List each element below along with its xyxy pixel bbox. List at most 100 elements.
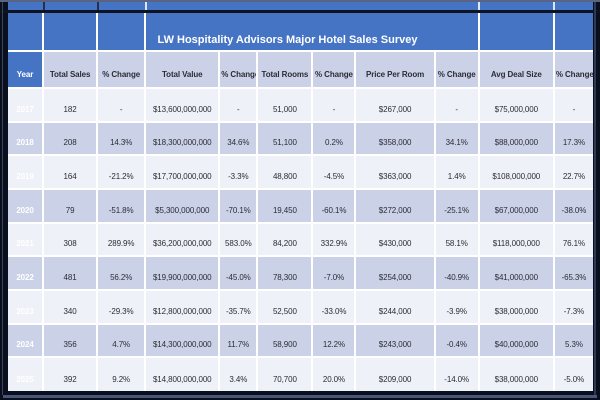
data-cell: -5.0% <box>553 357 593 391</box>
data-cell: 208 <box>43 121 99 157</box>
data-cell: - <box>434 88 480 123</box>
data-cell: 22.7% <box>553 155 593 190</box>
data-cell: $40,000,000 <box>478 323 555 359</box>
data-cell: -33.0% <box>312 289 357 325</box>
data-cell: 48,800 <box>257 155 314 190</box>
data-cell: 34.6% <box>219 121 259 157</box>
data-cell: 340 <box>43 289 99 325</box>
data-cell: 76.1% <box>553 222 593 258</box>
data-cell: -51.8% <box>97 188 147 224</box>
data-cell: - <box>97 88 147 123</box>
data-cell: $19,900,000,000 <box>145 256 221 291</box>
data-cell: 481 <box>43 256 99 291</box>
year-cell: 2019 <box>8 155 45 190</box>
data-cell: -70.1% <box>219 188 259 224</box>
data-cell: $88,000,000 <box>478 121 555 157</box>
frame-pane-band <box>0 10 600 13</box>
title-row: LW Hospitality Advisors Major Hotel Sale… <box>8 13 593 52</box>
frame-right-line <box>594 2 596 395</box>
title-row-spacer <box>97 13 147 52</box>
year-column-header: Year <box>8 51 45 89</box>
table-row: 2023 340 -29.3% $12,800,000,000 -35.7% 52,500… <box>8 289 593 325</box>
data-cell: 182 <box>43 88 99 123</box>
data-cell: -38.0% <box>553 188 593 224</box>
data-cell: $118,000,000 <box>478 222 555 258</box>
frame-bottom-strip <box>3 395 597 398</box>
table-row: 2022 481 56.2% $19,900,000,000 -45.0% 78,300-… <box>8 256 593 291</box>
column-header: Total Sales <box>43 51 99 89</box>
title-row-spacer <box>8 13 45 52</box>
data-cell: 3.4% <box>219 357 259 391</box>
data-cell: 583.0% <box>219 222 259 258</box>
data-cell: 56.2% <box>97 256 147 291</box>
data-cell: 79 <box>43 188 99 224</box>
data-cell: -29.3% <box>97 289 147 325</box>
column-header: % Change <box>97 51 147 89</box>
data-cell: $108,000,000 <box>478 155 555 190</box>
data-cell: 164 <box>43 155 99 190</box>
column-header: Total Value <box>145 51 221 89</box>
column-header: % Change <box>312 51 357 89</box>
column-header: Price Per Room <box>355 51 436 89</box>
data-cell: $5,300,000,000 <box>145 188 221 224</box>
cropped-row-sliver <box>8 2 593 10</box>
table-row: 2017 182- $13,600,000,000-51,000- $267,000-… <box>8 88 593 123</box>
data-cell: - <box>219 88 259 123</box>
data-cell: $67,000,000 <box>478 188 555 224</box>
column-header-row: Year Total Sales% Change Total Value% Chan… <box>8 51 593 89</box>
year-cell: 2022 <box>8 256 45 291</box>
table-row: 2025 392 9.2% $14,800,000,000 3.4% 70,700 20.0… <box>8 357 593 391</box>
table-row: 2018 208 14.3% $18,300,000,000 34.6% 51,100 0.… <box>8 121 593 157</box>
year-cell: 2023 <box>8 289 45 325</box>
data-cell: $38,000,000 <box>478 289 555 325</box>
data-cell: 34.1% <box>434 121 480 157</box>
data-cell: -25.1% <box>434 188 480 224</box>
data-cell: -40.9% <box>434 256 480 291</box>
data-cell: -14.0% <box>434 357 480 391</box>
column-header: Total Rooms <box>257 51 314 89</box>
data-cell: $18,300,000,000 <box>145 121 221 157</box>
title-row-spacer <box>553 13 593 52</box>
data-cell: 9.2% <box>97 357 147 391</box>
data-cell: 52,500 <box>257 289 314 325</box>
table-row: 2024 356 4.7% $14,300,000,000 11.7% 58,900 12.… <box>8 323 593 359</box>
data-cell: -45.0% <box>219 256 259 291</box>
data-cell: 51,100 <box>257 121 314 157</box>
data-cell: -0.4% <box>434 323 480 359</box>
data-cell: $363,000 <box>355 155 436 190</box>
data-cell: 289.9% <box>97 222 147 258</box>
title-row-spacer <box>43 13 99 52</box>
data-cell: $243,000 <box>355 323 436 359</box>
data-cell: -60.1% <box>312 188 357 224</box>
data-cell: -35.7% <box>219 289 259 325</box>
data-cell: 12.2% <box>312 323 357 359</box>
data-cell: -65.3% <box>553 256 593 291</box>
year-cell: 2021 <box>8 222 45 258</box>
frame-left-line <box>2 2 3 395</box>
data-cell: 17.3% <box>553 121 593 157</box>
data-cell: -7.0% <box>312 256 357 291</box>
hotel-sales-survey-table: LW Hospitality Advisors Major Hotel Sale… <box>8 13 593 391</box>
data-cell: 356 <box>43 323 99 359</box>
data-cell: -7.3% <box>553 289 593 325</box>
data-cell: 14.3% <box>97 121 147 157</box>
data-cell: $244,000 <box>355 289 436 325</box>
data-cell: -3.9% <box>434 289 480 325</box>
data-cell: - <box>553 88 593 123</box>
data-cell: $267,000 <box>355 88 436 123</box>
data-cell: $12,800,000,000 <box>145 289 221 325</box>
title-row-spacer <box>478 13 555 52</box>
data-cell: 4.7% <box>97 323 147 359</box>
year-cell: 2024 <box>8 323 45 359</box>
data-cell: $13,600,000,000 <box>145 88 221 123</box>
data-cell: $358,000 <box>355 121 436 157</box>
data-table: LW Hospitality Advisors Major Hotel Sale… <box>8 13 593 391</box>
data-cell: 20.0% <box>312 357 357 391</box>
column-header: % Change <box>219 51 259 89</box>
data-cell: $14,800,000,000 <box>145 357 221 391</box>
data-cell: 5.3% <box>553 323 593 359</box>
data-cell: $41,000,000 <box>478 256 555 291</box>
data-cell: 84,200 <box>257 222 314 258</box>
data-cell: - <box>312 88 357 123</box>
data-cell: -4.5% <box>312 155 357 190</box>
